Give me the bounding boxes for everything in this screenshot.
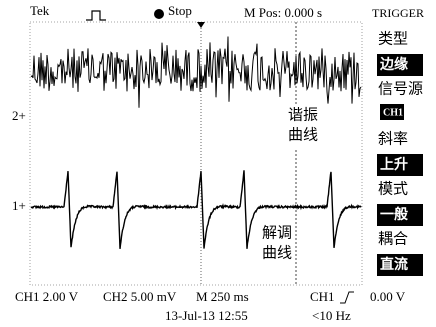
menu-label: 斜率 — [378, 130, 408, 147]
trigger-level: 0.00 V — [370, 289, 406, 304]
menu-value: 一般 — [380, 206, 408, 223]
datetime: 13-Jul-13 12:55 — [165, 308, 248, 323]
trigger-source: CH1 — [310, 289, 335, 304]
timebase: M 250 ms — [196, 289, 249, 304]
menu-label: 模式 — [378, 180, 408, 197]
ch1-marker: 1+ — [12, 198, 26, 213]
menu-label: 信号源 — [378, 80, 423, 97]
scope-screen: Tek Stop M Pos: 0.000 s TRIGGER 2+ 1+ 谐振… — [0, 0, 436, 327]
menu-value: 直流 — [380, 256, 408, 273]
menu-label: 耦合 — [378, 230, 408, 247]
menu-title: TRIGGER — [372, 6, 424, 20]
menu-value: 边缘 — [379, 56, 408, 73]
background — [0, 0, 436, 327]
annotation: 解调 — [262, 224, 292, 241]
ch2-marker: 2+ — [12, 108, 26, 123]
stop-icon — [154, 9, 164, 19]
annotation: 曲线 — [262, 244, 292, 261]
ch1-scale: CH1 2.00 V — [15, 289, 79, 304]
brand: Tek — [30, 3, 50, 18]
frequency: <10 Hz — [312, 308, 351, 323]
menu-value: CH1 — [383, 107, 403, 118]
menu-value: 上升 — [380, 156, 408, 173]
position: M Pos: 0.000 s — [244, 5, 322, 20]
annotation: 谐振 — [288, 106, 318, 123]
status: Stop — [168, 3, 192, 18]
ch2-scale: CH2 5.00 mV — [103, 289, 177, 304]
annotation: 曲线 — [288, 126, 318, 143]
menu-label: 类型 — [378, 30, 408, 47]
